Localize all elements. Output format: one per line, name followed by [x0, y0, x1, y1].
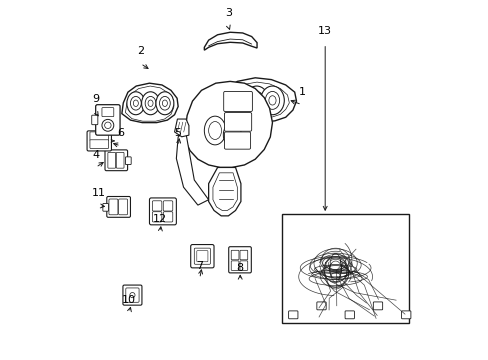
- FancyBboxPatch shape: [102, 203, 108, 211]
- Ellipse shape: [159, 96, 170, 110]
- FancyBboxPatch shape: [224, 132, 250, 149]
- Ellipse shape: [260, 86, 284, 115]
- Ellipse shape: [249, 91, 264, 109]
- Ellipse shape: [236, 96, 243, 105]
- Ellipse shape: [145, 96, 156, 110]
- Ellipse shape: [156, 92, 174, 115]
- Text: 12: 12: [153, 214, 167, 224]
- Ellipse shape: [142, 92, 159, 115]
- Text: 10: 10: [122, 295, 136, 305]
- Polygon shape: [208, 167, 241, 216]
- FancyBboxPatch shape: [190, 244, 214, 268]
- FancyBboxPatch shape: [106, 197, 130, 217]
- Polygon shape: [204, 32, 257, 50]
- FancyBboxPatch shape: [163, 212, 172, 222]
- Polygon shape: [176, 130, 208, 205]
- FancyBboxPatch shape: [152, 212, 162, 222]
- Polygon shape: [125, 86, 174, 121]
- Text: 3: 3: [224, 8, 231, 18]
- FancyBboxPatch shape: [116, 152, 124, 168]
- Text: 13: 13: [318, 26, 331, 36]
- FancyBboxPatch shape: [231, 250, 239, 260]
- Ellipse shape: [223, 122, 241, 147]
- FancyBboxPatch shape: [90, 132, 108, 140]
- Text: 7: 7: [196, 261, 203, 271]
- Ellipse shape: [130, 96, 141, 110]
- Text: 5: 5: [174, 128, 181, 138]
- FancyBboxPatch shape: [240, 250, 247, 260]
- Text: 1: 1: [298, 87, 305, 97]
- FancyBboxPatch shape: [231, 261, 239, 270]
- Text: 6: 6: [117, 128, 124, 138]
- FancyBboxPatch shape: [240, 261, 247, 270]
- Text: 2: 2: [137, 46, 144, 55]
- Polygon shape: [174, 119, 188, 137]
- FancyBboxPatch shape: [288, 311, 297, 319]
- Ellipse shape: [268, 96, 276, 105]
- Ellipse shape: [204, 116, 225, 145]
- Bar: [282, 214, 408, 323]
- Polygon shape: [122, 83, 178, 123]
- FancyBboxPatch shape: [194, 248, 210, 264]
- Text: 9: 9: [92, 94, 99, 104]
- Ellipse shape: [126, 92, 144, 115]
- Ellipse shape: [244, 86, 268, 115]
- Circle shape: [102, 120, 114, 131]
- FancyBboxPatch shape: [228, 247, 251, 273]
- FancyBboxPatch shape: [401, 311, 410, 319]
- FancyBboxPatch shape: [152, 201, 162, 211]
- Polygon shape: [212, 173, 237, 211]
- Ellipse shape: [148, 100, 153, 107]
- FancyBboxPatch shape: [125, 157, 131, 165]
- Ellipse shape: [227, 86, 251, 115]
- Circle shape: [130, 293, 135, 298]
- FancyBboxPatch shape: [87, 131, 111, 151]
- FancyBboxPatch shape: [163, 201, 172, 211]
- Ellipse shape: [133, 100, 138, 107]
- FancyBboxPatch shape: [96, 105, 120, 135]
- FancyBboxPatch shape: [372, 302, 382, 310]
- FancyBboxPatch shape: [316, 302, 325, 310]
- Text: 4: 4: [92, 149, 99, 159]
- FancyBboxPatch shape: [102, 108, 114, 117]
- Polygon shape: [221, 82, 289, 119]
- FancyBboxPatch shape: [119, 199, 127, 215]
- FancyBboxPatch shape: [109, 199, 118, 215]
- FancyBboxPatch shape: [125, 288, 139, 302]
- FancyBboxPatch shape: [105, 150, 127, 171]
- FancyBboxPatch shape: [224, 113, 251, 131]
- Text: 8: 8: [236, 262, 243, 273]
- Ellipse shape: [265, 91, 279, 109]
- Ellipse shape: [208, 122, 221, 139]
- FancyBboxPatch shape: [196, 251, 207, 262]
- Polygon shape: [215, 78, 296, 123]
- FancyBboxPatch shape: [122, 285, 142, 305]
- FancyBboxPatch shape: [149, 198, 176, 225]
- Polygon shape: [185, 81, 272, 167]
- FancyBboxPatch shape: [108, 152, 115, 168]
- Text: 11: 11: [92, 188, 106, 198]
- FancyBboxPatch shape: [345, 311, 354, 319]
- Ellipse shape: [232, 91, 246, 109]
- FancyBboxPatch shape: [90, 140, 108, 148]
- Circle shape: [104, 122, 111, 129]
- Ellipse shape: [253, 96, 260, 105]
- FancyBboxPatch shape: [223, 91, 252, 112]
- FancyBboxPatch shape: [92, 115, 98, 125]
- Ellipse shape: [162, 100, 167, 107]
